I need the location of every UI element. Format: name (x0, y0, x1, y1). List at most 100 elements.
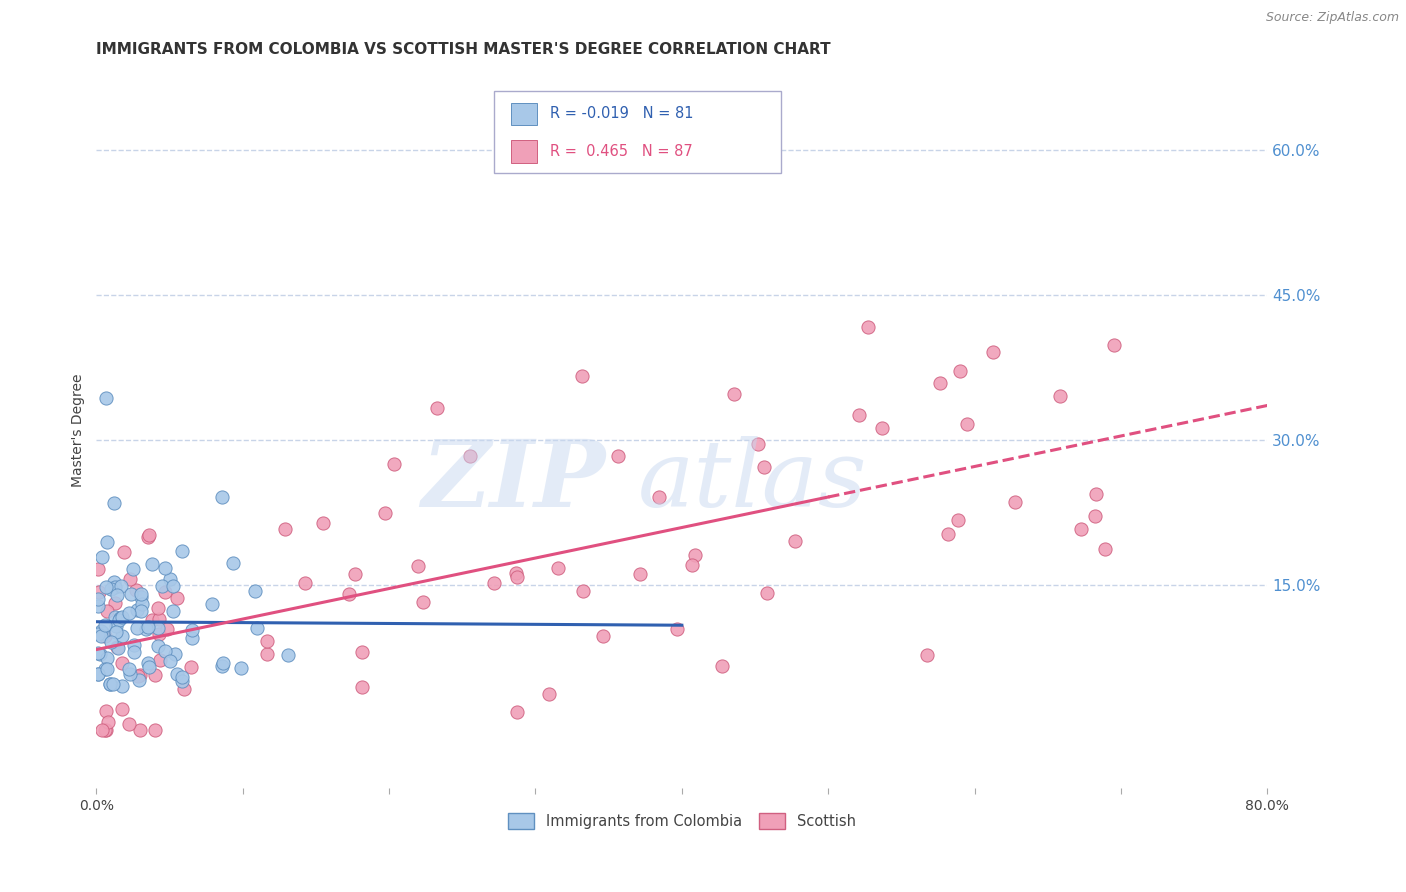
Point (107, 588, 129, 602)
Point (243, 584, 266, 599)
Point (143, 668, 166, 682)
Point (153, 644, 176, 658)
Point (107, 640, 129, 655)
Point (120, 587, 142, 601)
Point (141, 557, 163, 571)
Point (1070, 522, 1092, 536)
Point (129, 587, 152, 601)
Point (90, 723, 112, 738)
Point (917, 648, 939, 663)
Point (103, 580, 125, 594)
Point (143, 723, 166, 738)
Point (87, 647, 110, 661)
Point (172, 543, 194, 558)
Point (180, 624, 202, 638)
Point (138, 528, 160, 542)
Point (96, 651, 118, 665)
Point (312, 516, 335, 530)
Point (111, 656, 134, 670)
Point (105, 619, 128, 633)
Point (136, 656, 159, 670)
Y-axis label: Master's Degree: Master's Degree (72, 374, 86, 487)
Point (343, 567, 366, 582)
Point (665, 622, 688, 636)
Point (96, 704, 118, 718)
Point (111, 702, 134, 716)
Point (146, 621, 169, 635)
Point (162, 579, 184, 593)
Point (458, 449, 481, 463)
Point (592, 629, 614, 643)
Point (1049, 389, 1071, 403)
Point (149, 653, 172, 667)
Point (97, 715, 120, 730)
Point (136, 530, 159, 544)
Point (125, 621, 148, 635)
Point (928, 376, 950, 390)
Point (1104, 338, 1126, 352)
Point (752, 460, 775, 475)
Point (96, 580, 118, 594)
Point (90, 624, 112, 639)
Point (170, 673, 193, 688)
Point (96, 604, 118, 618)
Point (118, 572, 141, 586)
Point (150, 578, 173, 592)
Point (505, 570, 527, 584)
Point (294, 575, 316, 590)
Point (1094, 541, 1116, 556)
Point (547, 561, 569, 575)
Point (221, 556, 243, 570)
Point (1004, 495, 1026, 509)
Point (135, 622, 157, 636)
Point (628, 566, 651, 581)
Point (94, 662, 117, 676)
Point (138, 660, 160, 674)
Text: Source: ZipAtlas.com: Source: ZipAtlas.com (1265, 11, 1399, 24)
Point (148, 612, 170, 626)
Point (110, 579, 132, 593)
Point (181, 631, 204, 645)
Point (87, 561, 110, 575)
Point (505, 566, 527, 581)
Point (105, 640, 128, 654)
Point (129, 667, 152, 681)
Point (173, 681, 195, 696)
Point (96, 535, 118, 549)
Point (100, 634, 122, 648)
Point (747, 437, 769, 451)
Point (118, 662, 141, 676)
Point (131, 604, 153, 618)
Point (426, 401, 449, 416)
Point (683, 548, 706, 562)
Point (948, 513, 970, 527)
Point (127, 668, 149, 682)
Point (87, 627, 110, 641)
Point (105, 625, 128, 640)
Point (165, 648, 187, 662)
Point (166, 667, 188, 681)
Point (122, 645, 145, 659)
Point (606, 449, 628, 463)
Point (848, 408, 870, 422)
Legend: Immigrants from Colombia, Scottish: Immigrants from Colombia, Scottish (502, 807, 862, 835)
Point (89, 647, 111, 661)
Point (783, 534, 806, 549)
Point (98, 677, 121, 691)
Point (406, 558, 429, 573)
Point (256, 648, 278, 662)
Point (162, 603, 184, 617)
Point (277, 648, 299, 663)
Point (100, 582, 122, 597)
Point (352, 645, 374, 659)
FancyBboxPatch shape (510, 140, 537, 163)
Point (200, 597, 222, 611)
Point (1084, 487, 1107, 501)
Point (337, 587, 360, 601)
Point (111, 610, 134, 624)
Point (153, 561, 176, 575)
Point (94, 617, 117, 632)
Point (103, 575, 125, 590)
Point (87, 592, 110, 607)
Point (246, 621, 269, 635)
